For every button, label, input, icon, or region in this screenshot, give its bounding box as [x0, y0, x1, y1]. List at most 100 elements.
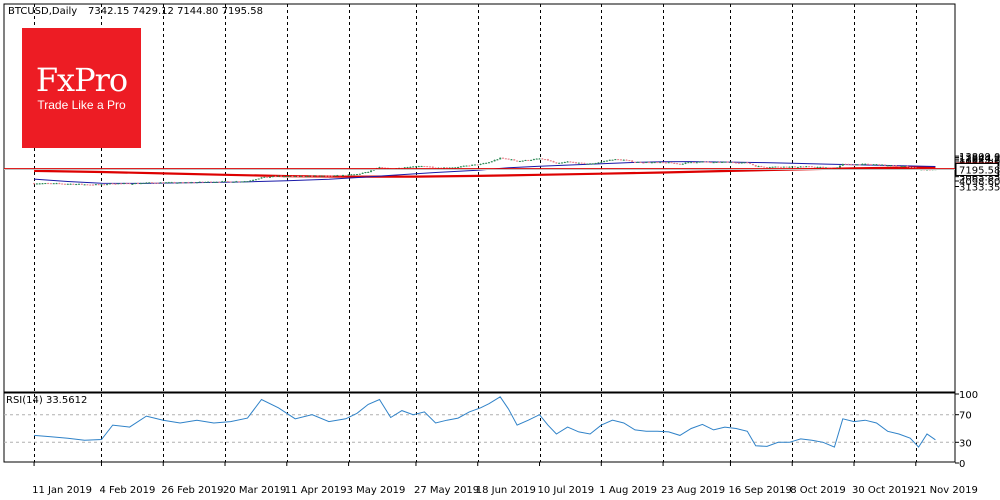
candle-body	[729, 162, 732, 164]
candle-body	[322, 175, 325, 177]
price-axis-label: 3133.35	[959, 183, 1000, 194]
candle-body	[482, 163, 485, 165]
candle-body	[844, 163, 847, 165]
candle-body	[681, 163, 684, 165]
candle-body	[853, 164, 856, 166]
candle-body	[735, 162, 738, 164]
candle-body	[575, 162, 578, 164]
candle-body	[226, 181, 229, 183]
candle-body	[541, 158, 544, 160]
candle-body	[224, 181, 227, 183]
candle-body	[487, 162, 490, 164]
price-axis-label: 5063.85	[959, 173, 1000, 184]
candle-body	[184, 182, 187, 184]
candle-body	[61, 183, 64, 185]
candle-body	[524, 159, 527, 161]
candle-body	[108, 183, 111, 185]
candle-body	[445, 167, 448, 169]
candle-body	[718, 161, 721, 163]
candle-body	[594, 162, 597, 164]
candle-body	[103, 184, 106, 186]
price-axis-label: 12844.35	[959, 154, 1000, 165]
candle-body	[378, 167, 381, 169]
last-price-tag	[955, 162, 999, 176]
candle-body	[796, 166, 799, 168]
candle-body	[145, 182, 148, 184]
candle-body	[327, 175, 330, 177]
candle-body	[732, 162, 735, 164]
rsi-panel-border	[3, 392, 956, 463]
candle-body	[889, 165, 892, 167]
candle-body	[198, 181, 201, 183]
candle-body	[802, 166, 805, 168]
candle-body	[111, 183, 114, 185]
candle-body	[151, 182, 154, 184]
date-axis-label: 3 May 2019	[347, 485, 406, 496]
candle-body	[662, 162, 665, 164]
candle-body	[791, 166, 794, 168]
candle-body	[370, 170, 373, 172]
rsi-axis-label: 100	[959, 390, 978, 401]
candle-body	[297, 176, 300, 178]
candle-body	[294, 176, 297, 178]
candle-body	[771, 166, 774, 168]
candle-body	[622, 159, 625, 161]
candle-body	[114, 183, 117, 185]
candle-body	[153, 182, 156, 184]
candle-body	[63, 183, 66, 185]
candle-body	[254, 179, 257, 181]
candle-body	[617, 159, 620, 161]
candle-body	[429, 166, 432, 168]
candle-body	[496, 159, 499, 161]
candle-body	[128, 183, 131, 185]
candle-body	[530, 159, 533, 161]
candle-body	[504, 158, 507, 160]
candle-body	[195, 182, 198, 184]
candle-body	[336, 175, 339, 177]
candle-body	[190, 182, 193, 184]
candle-body	[631, 160, 634, 162]
candle-body	[66, 183, 69, 185]
candle-body	[608, 159, 611, 161]
candle-body	[134, 183, 137, 185]
candle-body	[457, 166, 460, 168]
candle-body	[619, 159, 622, 161]
date-axis-label: 30 Oct 2019	[852, 485, 914, 496]
candle-body	[86, 184, 89, 186]
candle-body	[221, 181, 224, 183]
candle-body	[580, 162, 583, 164]
candle-body	[499, 157, 502, 160]
candle-body	[816, 166, 819, 168]
candle-body	[232, 181, 235, 183]
candle-body	[867, 163, 870, 165]
candle-body	[212, 181, 215, 183]
date-axis-label: 21 Nov 2019	[914, 485, 978, 496]
candle-body	[364, 172, 367, 174]
last-price-tag-text: 7195.58	[959, 165, 1000, 176]
candle-body	[527, 159, 530, 161]
axes: 13809.0012844.3511879.7010884.059919.358…	[32, 152, 1000, 496]
candle-body	[656, 162, 659, 164]
candle-body	[667, 162, 670, 164]
date-axis-label: 10 Jul 2019	[538, 485, 595, 496]
candle-body	[282, 176, 285, 178]
candle-body	[431, 166, 434, 168]
candle-body	[493, 159, 496, 162]
candle-body	[38, 183, 41, 185]
candle-body	[560, 162, 563, 164]
candle-body	[546, 159, 549, 161]
candle-body	[468, 165, 471, 167]
candle-body	[737, 162, 740, 164]
candle-body	[765, 167, 768, 169]
candle-body	[209, 181, 212, 183]
candle-body	[165, 182, 168, 184]
candle-body	[625, 159, 628, 161]
price-lines	[4, 168, 955, 170]
candle-body	[381, 167, 384, 169]
candle-body	[78, 183, 81, 185]
candle-body	[723, 161, 726, 163]
candle-body	[715, 161, 718, 163]
candle-body	[471, 164, 474, 166]
date-axis-label: 11 Apr 2019	[285, 485, 347, 496]
